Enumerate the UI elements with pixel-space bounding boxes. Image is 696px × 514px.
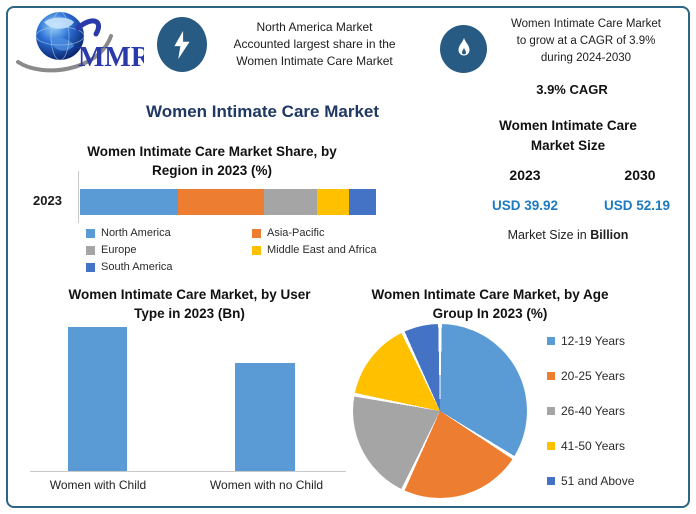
legend-item: Europe bbox=[86, 243, 250, 257]
page-title: Women Intimate Care Market bbox=[145, 102, 380, 121]
bar-segment-middle-east-africa bbox=[316, 189, 350, 215]
legend-label: Asia-Pacific bbox=[267, 227, 325, 239]
bar-segment-asia-pacific bbox=[177, 189, 264, 215]
market-size-value-2030: USD 52.19 bbox=[603, 198, 671, 213]
legend-item: 20-25 Years bbox=[547, 369, 634, 383]
region-chart-axis-label: 2023 bbox=[33, 193, 62, 208]
legend-swatch bbox=[252, 245, 261, 255]
legend-label: 51 and Above bbox=[561, 474, 635, 488]
region-stacked-bar bbox=[80, 189, 377, 215]
headline-line: Women Intimate Care Market bbox=[236, 54, 393, 68]
legend-item: 51 and Above bbox=[547, 474, 634, 488]
legend-swatch bbox=[86, 262, 95, 272]
market-size-year-2023: 2023 bbox=[509, 167, 541, 183]
logo-text: MMR bbox=[78, 42, 144, 73]
region-legend: North America Asia-Pacific Europe Middle… bbox=[86, 226, 386, 274]
age-group-legend: 12-19 Years 20-25 Years 26-40 Years 41-5… bbox=[547, 334, 634, 488]
legend-label: South America bbox=[101, 261, 173, 273]
legend-label: 12-19 Years bbox=[561, 334, 626, 348]
user-type-chart-title: Women Intimate Care Market, by User Type… bbox=[68, 287, 311, 321]
legend-label: North America bbox=[101, 227, 171, 239]
logo-swoosh bbox=[16, 34, 113, 73]
bar-women-with-no-child bbox=[235, 363, 295, 471]
headline-north-america: North America Market Accounted largest s… bbox=[212, 19, 417, 70]
legend-swatch bbox=[547, 407, 555, 415]
mmr-logo: MMR bbox=[16, 11, 144, 73]
legend-label: Middle East and Africa bbox=[267, 244, 377, 256]
market-size-title: Women Intimate Care Market Size bbox=[499, 118, 637, 153]
legend-item: Middle East and Africa bbox=[252, 243, 386, 257]
headline-line: Accounted largest share in the bbox=[233, 37, 396, 51]
headline-line: North America Market bbox=[256, 20, 373, 34]
legend-swatch bbox=[547, 477, 555, 485]
headline-line: Women Intimate Care Market bbox=[511, 18, 661, 30]
legend-swatch bbox=[547, 442, 555, 450]
legend-label: 26-40 Years bbox=[561, 404, 626, 418]
legend-swatch bbox=[547, 372, 555, 380]
user-type-chart-baseline bbox=[30, 471, 346, 472]
bar-women-with-child bbox=[68, 327, 127, 471]
region-chart-title: Women Intimate Care Market Share, by Reg… bbox=[87, 144, 337, 178]
legend-label: 41-50 Years bbox=[561, 439, 626, 453]
legend-swatch bbox=[252, 228, 261, 238]
age-group-pie bbox=[353, 324, 527, 498]
flame-icon bbox=[440, 25, 487, 73]
legend-label: Europe bbox=[101, 244, 137, 256]
market-size-value-2023: USD 39.92 bbox=[491, 198, 559, 213]
headline-cagr: Women Intimate Care Market to grow at a … bbox=[488, 16, 684, 67]
legend-item: 41-50 Years bbox=[547, 439, 634, 453]
legend-item: South America bbox=[86, 260, 250, 274]
headline-line: during 2024-2030 bbox=[540, 52, 632, 64]
market-size-year-2030: 2030 bbox=[624, 167, 656, 183]
market-size-footnote: Market Size in Billion bbox=[507, 228, 629, 242]
legend-swatch bbox=[547, 337, 555, 345]
bar-label-women-with-child: Women with Child bbox=[49, 478, 147, 492]
age-group-chart-title: Women Intimate Care Market, by Age Group… bbox=[371, 287, 609, 321]
headline-line: to grow at a CAGR of 3.9% bbox=[516, 35, 656, 47]
legend-label: 20-25 Years bbox=[561, 369, 626, 383]
legend-item: 12-19 Years bbox=[547, 334, 634, 348]
legend-item: Asia-Pacific bbox=[252, 226, 386, 240]
legend-item: North America bbox=[86, 226, 250, 240]
bar-segment-europe bbox=[263, 189, 317, 215]
legend-swatch bbox=[86, 245, 95, 255]
legend-swatch bbox=[86, 228, 95, 238]
region-chart-axis-line bbox=[78, 171, 79, 223]
bar-label-women-with-no-child: Women with no Child bbox=[209, 478, 324, 492]
cagr-value: 3.9% CAGR bbox=[536, 82, 608, 97]
legend-item: 26-40 Years bbox=[547, 404, 634, 418]
bar-segment-south-america bbox=[349, 189, 377, 215]
bar-segment-north-america bbox=[80, 189, 178, 215]
lightning-icon bbox=[157, 17, 207, 72]
